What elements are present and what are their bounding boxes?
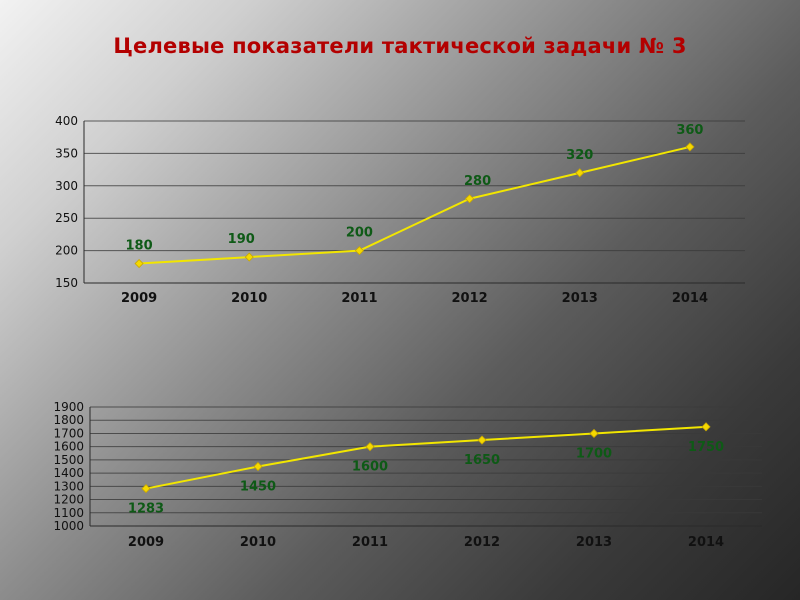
data-point (477, 435, 487, 445)
data-point (685, 142, 695, 152)
y-tick-label: 200 (55, 244, 78, 258)
y-tick-label: 1100 (53, 506, 84, 520)
data-point (134, 258, 144, 269)
y-tick-label: 1000 (53, 519, 84, 533)
data-point (701, 422, 711, 432)
data-point (354, 246, 364, 256)
x-tick-label: 2011 (352, 535, 388, 550)
chart-2: 1000110012001300140015001600170018001900… (53, 400, 762, 550)
x-tick-label: 2010 (240, 535, 276, 550)
y-tick-label: 1300 (53, 479, 84, 493)
data-label: 1700 (576, 446, 612, 461)
data-label: 360 (676, 123, 703, 138)
y-tick-label: 1900 (53, 400, 84, 414)
y-tick-label: 150 (55, 276, 78, 290)
y-tick-label: 1700 (53, 426, 84, 440)
x-tick-label: 2012 (464, 535, 500, 550)
chart-1: 150 200 250 300 350 400 2009 2010 2011 2012 2013 20… (55, 114, 745, 306)
y-tick-label: 1800 (53, 413, 84, 427)
data-label: 1450 (240, 480, 276, 495)
data-label: 180 (126, 239, 153, 254)
data-point (575, 168, 585, 178)
data-label: 320 (566, 148, 593, 163)
data-point (365, 442, 375, 452)
data-point (253, 461, 263, 472)
x-tick-label: 2010 (231, 291, 267, 306)
y-tick-label: 300 (55, 179, 78, 193)
data-point (465, 194, 475, 204)
series-line (139, 145, 691, 265)
data-label: 1650 (464, 453, 500, 468)
y-tick-label: 1200 (53, 493, 84, 507)
x-tick-label: 2009 (128, 535, 164, 550)
data-label: 1283 (128, 502, 164, 517)
y-tick-label: 400 (55, 114, 78, 128)
x-tick-label: 2013 (576, 535, 612, 550)
data-label: 1750 (688, 440, 724, 455)
data-label: 1600 (352, 460, 388, 475)
page-title: Целевые показатели тактической задачи № … (113, 34, 687, 58)
y-tick-label: 350 (55, 146, 78, 160)
x-tick-label: 2009 (121, 291, 157, 306)
data-point (244, 252, 254, 262)
x-tick-label: 2011 (341, 291, 377, 306)
data-label: 190 (228, 232, 255, 247)
x-tick-label: 2014 (672, 291, 708, 306)
data-point (589, 428, 599, 439)
data-label: 200 (346, 226, 373, 241)
data-point (141, 484, 151, 494)
x-tick-label: 2014 (688, 535, 724, 550)
y-tick-label: 1500 (53, 453, 84, 467)
x-tick-label: 2013 (562, 291, 598, 306)
y-tick-label: 1400 (53, 466, 84, 480)
x-tick-label: 2012 (451, 291, 487, 306)
y-tick-label: 1600 (53, 440, 84, 454)
series-line (145, 425, 707, 490)
data-label: 280 (464, 174, 491, 189)
y-tick-label: 250 (55, 211, 78, 225)
